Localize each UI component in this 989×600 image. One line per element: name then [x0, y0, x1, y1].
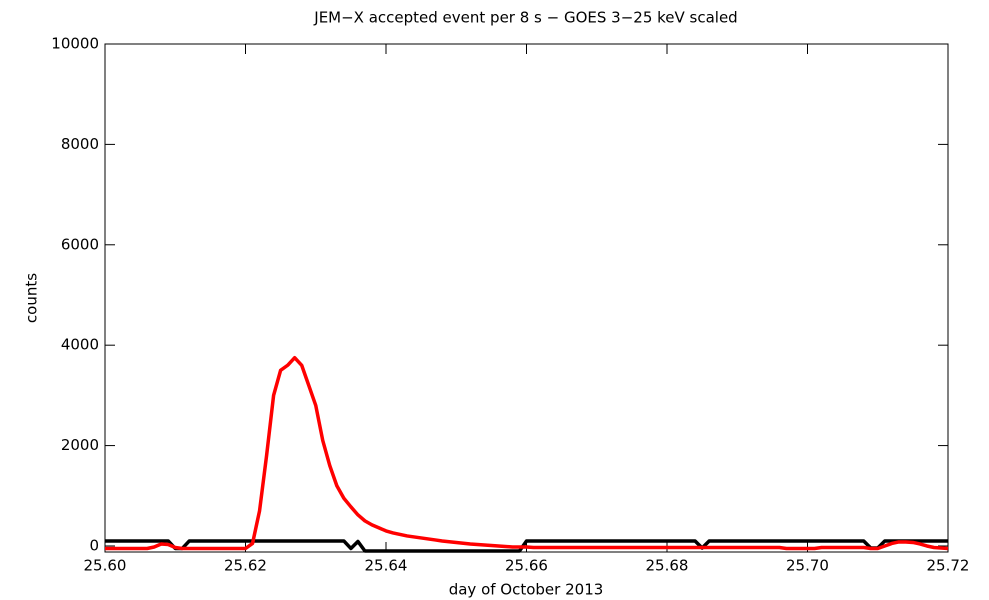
- y-tick-label: 8000: [61, 135, 99, 153]
- y-tick-label: 0: [89, 536, 99, 554]
- x-tick-label: 25.72: [927, 557, 970, 575]
- y-axis-label: counts: [23, 273, 41, 323]
- chart-title: JEM−X accepted event per 8 s − GOES 3−25…: [313, 9, 737, 27]
- series-line: [105, 355, 949, 551]
- y-tick-label: 2000: [61, 436, 99, 454]
- y-tick-label: 4000: [61, 336, 99, 354]
- series-line: [105, 539, 948, 553]
- x-tick-label: 25.60: [84, 557, 127, 575]
- x-tick-label: 25.66: [505, 557, 548, 575]
- x-tick-label: 25.64: [365, 557, 408, 575]
- x-tick-label: 25.70: [786, 557, 829, 575]
- x-axis-label: day of October 2013: [449, 581, 604, 599]
- x-tick-label: 25.68: [646, 557, 689, 575]
- y-tick-label: 6000: [61, 235, 99, 253]
- y-tick-label: 10000: [51, 35, 99, 53]
- x-tick-label: 25.62: [224, 557, 267, 575]
